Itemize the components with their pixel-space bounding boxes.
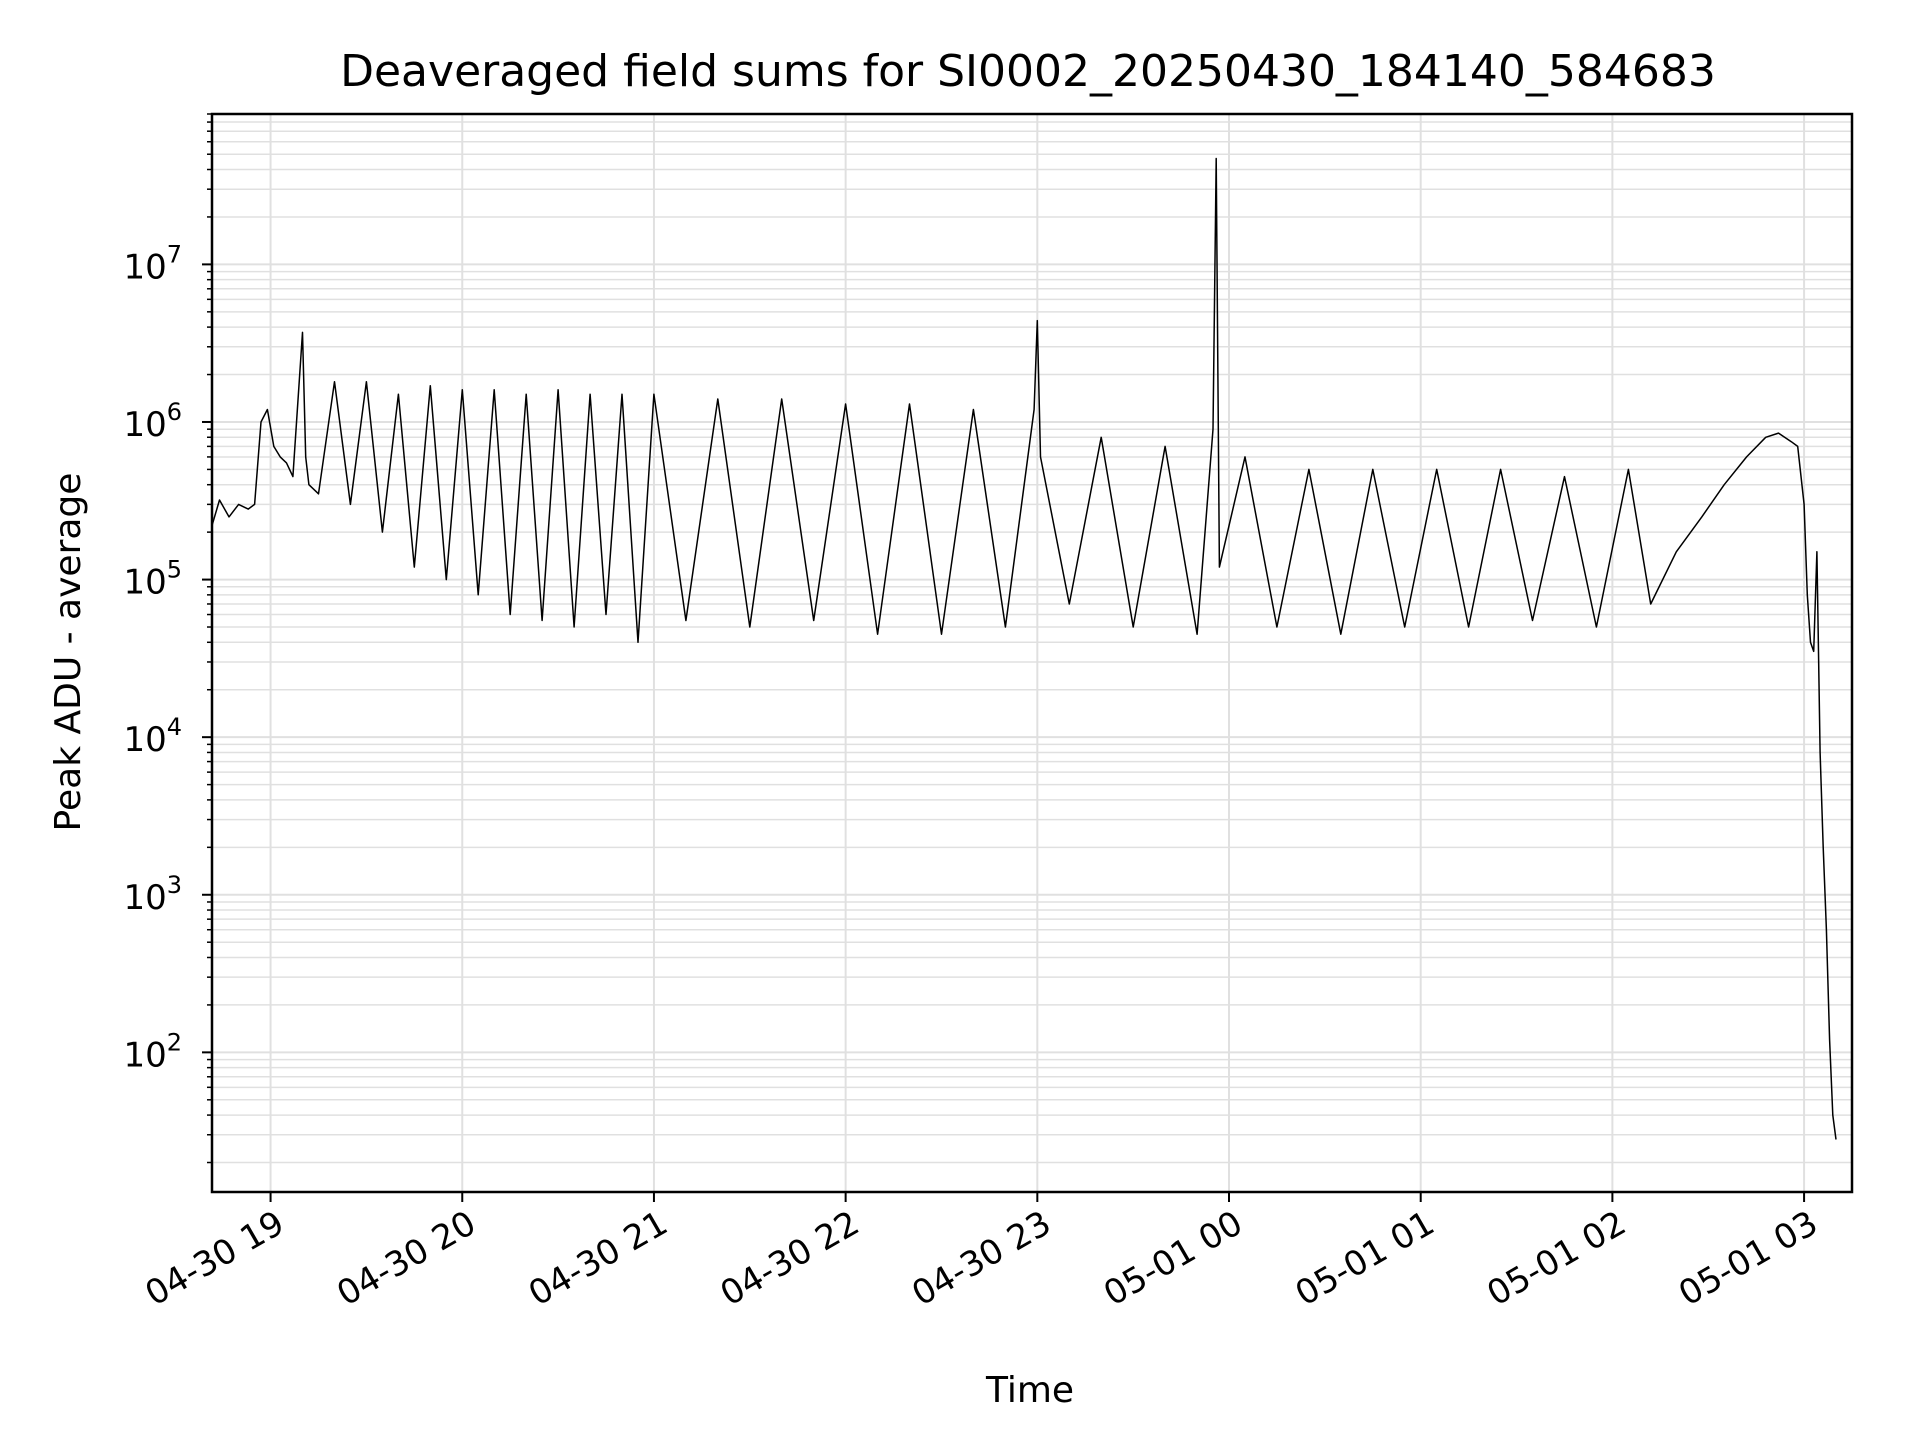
y-tick-label: 102	[123, 1028, 182, 1075]
plot-frame	[210, 112, 1854, 1194]
y-axis-label: Peak ADU - average	[48, 473, 89, 832]
y-tick-label: 106	[123, 398, 182, 445]
chart-title: Deaveraged field sums for SI0002_2025043…	[340, 46, 1716, 97]
y-tick-label: 107	[123, 240, 182, 287]
x-axis-label: Time	[985, 1370, 1074, 1411]
y-tick-label: 105	[123, 556, 182, 603]
plot-line	[211, 157, 1837, 1140]
y-tick-label: 104	[123, 713, 182, 760]
y-axis: 102 103 104 105 106 107	[123, 113, 212, 1164]
grid	[212, 113, 1852, 1192]
y-tick-label: 103	[123, 871, 182, 918]
series-line	[211, 157, 1837, 1140]
